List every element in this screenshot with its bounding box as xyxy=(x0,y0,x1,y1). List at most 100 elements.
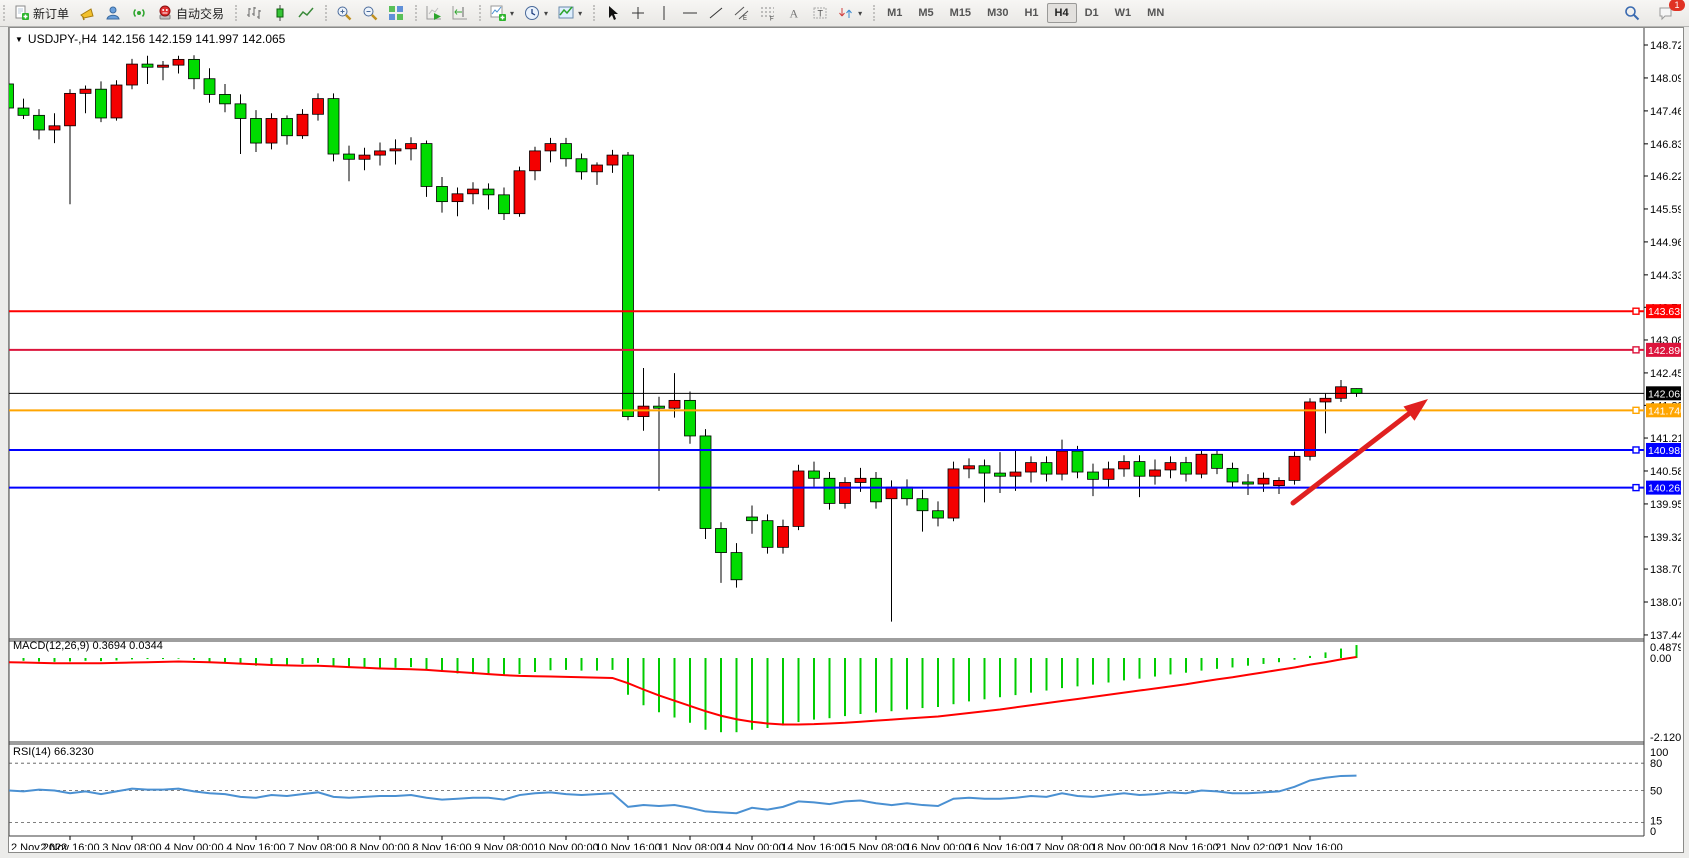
timeframe-w1-button[interactable]: W1 xyxy=(1114,7,1132,19)
svg-text:18 Nov 16:00: 18 Nov 16:00 xyxy=(1153,842,1218,850)
horn-icon xyxy=(79,5,95,21)
timeframe-h1-button[interactable]: H1 xyxy=(1024,7,1039,19)
bar-chart-button[interactable] xyxy=(241,2,267,24)
candles-layer xyxy=(9,55,1363,622)
notification-badge: 1 xyxy=(1669,0,1685,11)
horizontal-line-button[interactable] xyxy=(677,2,703,24)
search-button[interactable] xyxy=(1619,2,1645,24)
timeframe-m5-button[interactable]: M5 xyxy=(918,7,934,19)
arrows-button[interactable]: ▾ xyxy=(833,2,867,24)
hline-icon xyxy=(682,5,698,21)
chart-title-bar[interactable]: ▼ USDJPY-,H4 142.156 142.159 141.997 142… xyxy=(15,32,285,46)
svg-text:15 Nov 08:00: 15 Nov 08:00 xyxy=(843,842,908,850)
trend-arrow-annotation[interactable] xyxy=(1290,399,1428,506)
timeframe-m1-button[interactable]: M1 xyxy=(887,7,903,19)
svg-text:16 Nov 00:00: 16 Nov 00:00 xyxy=(905,842,970,850)
line-chart-icon xyxy=(298,5,314,21)
dropdown-caret-icon[interactable]: ▾ xyxy=(544,8,549,18)
chart-canvas[interactable]: 148.725 148.095 147.465 146.835 146.220 145.5… xyxy=(9,28,1681,850)
tile-windows-button[interactable] xyxy=(383,2,409,24)
autotrade-icon xyxy=(157,5,173,21)
indicators-button[interactable]: ▾ xyxy=(485,2,519,24)
horizontal-line-objects[interactable] xyxy=(9,307,1644,492)
svg-text:3 Nov 08:00: 3 Nov 08:00 xyxy=(102,842,161,850)
fibonacci-button[interactable]: F xyxy=(755,2,781,24)
svg-text:144.960: 144.960 xyxy=(1650,237,1681,249)
trendline-button[interactable] xyxy=(703,2,729,24)
text-label-icon: T xyxy=(812,5,828,21)
templates-icon xyxy=(558,5,574,21)
svg-text:T: T xyxy=(818,9,824,19)
zoom-out-button[interactable] xyxy=(357,2,383,24)
toolbar-right: 1 xyxy=(1619,0,1689,24)
svg-text:10 Nov 00:00: 10 Nov 00:00 xyxy=(533,842,598,850)
svg-text:140.580: 140.580 xyxy=(1650,466,1681,478)
svg-text:143.635: 143.635 xyxy=(1648,306,1681,318)
svg-text:138.075: 138.075 xyxy=(1650,597,1681,609)
templates-button[interactable]: ▾ xyxy=(553,2,587,24)
scroll-group xyxy=(412,0,476,26)
trade-group: 新订单 自动交易 xyxy=(0,0,232,26)
cursor-icon xyxy=(604,5,620,21)
timeframe-d1-button[interactable]: D1 xyxy=(1084,7,1099,19)
svg-text:137.445: 137.445 xyxy=(1650,630,1681,642)
svg-text:18 Nov 00:00: 18 Nov 00:00 xyxy=(1091,842,1156,850)
chart-shift-button[interactable] xyxy=(447,2,473,24)
channel-button[interactable]: E xyxy=(729,2,755,24)
timeframe-group: M1 M5 M15 M30 H1 H4 D1 W1 MN xyxy=(870,0,1175,26)
vertical-line-button[interactable] xyxy=(651,2,677,24)
cursor-button[interactable] xyxy=(599,2,625,24)
svg-text:16 Nov 16:00: 16 Nov 16:00 xyxy=(967,842,1032,850)
text-button[interactable]: A xyxy=(781,2,807,24)
svg-text:0.4879: 0.4879 xyxy=(1650,642,1681,654)
chat-button[interactable]: 1 xyxy=(1653,0,1685,24)
main-toolbar: 新订单 自动交易 ▾ ▾ ▾ E F A T ▾ M1 M5 M15 M30 H1 H4 D1 W1 MN 1 xyxy=(0,0,1689,27)
publish-icon xyxy=(105,5,121,21)
signals-button[interactable] xyxy=(126,2,152,24)
text-label-button[interactable]: T xyxy=(807,2,833,24)
auto-trading-button[interactable]: 自动交易 xyxy=(152,2,229,25)
candlestick-chart-button[interactable] xyxy=(267,2,293,24)
objects-group: E F A T ▾ xyxy=(590,0,870,26)
search-icon xyxy=(1624,5,1640,21)
dropdown-caret-icon[interactable]: ▾ xyxy=(858,8,863,18)
periods-button[interactable]: ▾ xyxy=(519,2,553,24)
channel-icon: E xyxy=(734,5,750,21)
vline-icon xyxy=(656,5,672,21)
svg-text:141.740: 141.740 xyxy=(1648,405,1681,417)
svg-text:21 Nov 16:00: 21 Nov 16:00 xyxy=(1277,842,1342,850)
chart-window[interactable]: ▼ USDJPY-,H4 142.156 142.159 141.997 142… xyxy=(8,27,1684,853)
zoom-in-button[interactable] xyxy=(331,2,357,24)
svg-text:A: A xyxy=(790,7,799,21)
svg-text:10 Nov 16:00: 10 Nov 16:00 xyxy=(595,842,660,850)
chevron-down-icon[interactable]: ▼ xyxy=(15,34,23,44)
timeframe-h4-button[interactable]: H4 xyxy=(1046,3,1077,23)
zoom-group xyxy=(322,0,412,26)
trendline-icon xyxy=(708,5,724,21)
svg-text:0.00: 0.00 xyxy=(1650,653,1671,665)
crosshair-button[interactable] xyxy=(625,2,651,24)
svg-text:145.590: 145.590 xyxy=(1650,204,1681,216)
svg-text:4 Nov 16:00: 4 Nov 16:00 xyxy=(226,842,285,850)
alerts-button[interactable] xyxy=(74,2,100,24)
macd-indicator-label: MACD(12,26,9) 0.3694 0.0344 xyxy=(13,640,163,652)
timeframe-m30-button[interactable]: M30 xyxy=(987,7,1009,19)
new-order-button[interactable]: 新订单 xyxy=(9,2,74,25)
timeframe-mn-button[interactable]: MN xyxy=(1147,7,1165,19)
chart-type-group xyxy=(232,0,322,26)
svg-text:11 Nov 08:00: 11 Nov 08:00 xyxy=(658,842,723,850)
dropdown-caret-icon[interactable]: ▾ xyxy=(578,8,583,18)
svg-text:140.982: 140.982 xyxy=(1648,445,1681,457)
publish-button[interactable] xyxy=(100,2,126,24)
auto-scroll-button[interactable] xyxy=(421,2,447,24)
svg-text:50: 50 xyxy=(1650,786,1662,798)
svg-text:142.896: 142.896 xyxy=(1648,345,1681,357)
svg-text:146.835: 146.835 xyxy=(1650,139,1681,151)
svg-text:80: 80 xyxy=(1650,758,1662,770)
timeframe-m15-button[interactable]: M15 xyxy=(949,7,972,19)
candlestick-icon xyxy=(272,5,288,21)
dropdown-caret-icon[interactable]: ▾ xyxy=(510,8,515,18)
line-chart-button[interactable] xyxy=(293,2,319,24)
